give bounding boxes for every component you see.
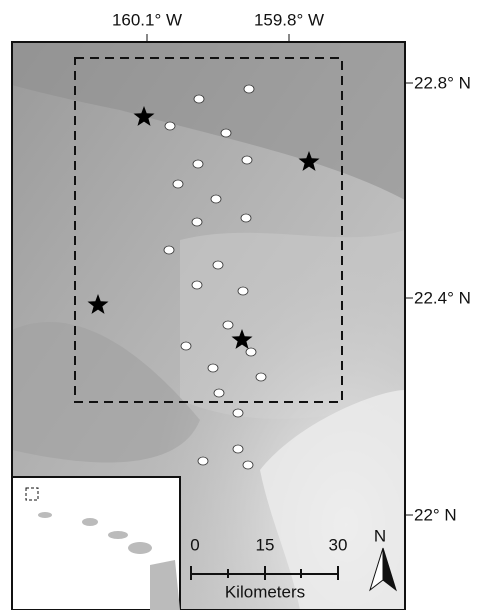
north-label: N: [374, 526, 386, 545]
station: [243, 461, 253, 469]
station: [164, 246, 174, 254]
map: 160.1° W 159.8° W 22.8° N 22.4° N 22° N …: [0, 0, 495, 610]
station: [241, 214, 251, 222]
station: [256, 373, 266, 381]
scale-label: 0: [190, 535, 199, 554]
lat-label: 22.4° N: [414, 288, 471, 307]
page: {"map": { "top_ticks": ["160.1° W", "159…: [0, 0, 495, 610]
station: [193, 160, 203, 168]
station: [244, 85, 254, 93]
station: [242, 156, 252, 164]
station: [194, 95, 204, 103]
station: [213, 261, 223, 269]
station: [246, 348, 256, 356]
station: [192, 281, 202, 289]
station: [173, 180, 183, 188]
lat-label: 22° N: [414, 505, 457, 524]
station: [181, 342, 191, 350]
station: [165, 122, 175, 130]
inset: [12, 477, 180, 610]
station: [214, 389, 224, 397]
station: [192, 218, 202, 226]
station: [233, 445, 243, 453]
lat-label: 22.8° N: [414, 73, 471, 92]
scale-unit: Kilometers: [225, 582, 305, 601]
station: [221, 129, 231, 137]
lon-label: 159.8° W: [254, 10, 324, 29]
scale-label: 15: [256, 535, 275, 554]
station: [238, 287, 248, 295]
lon-label: 160.1° W: [112, 10, 182, 29]
station: [198, 457, 208, 465]
station: [223, 321, 233, 329]
scale-label: 30: [329, 535, 348, 554]
station: [211, 195, 221, 203]
station: [233, 409, 243, 417]
station: [208, 364, 218, 372]
